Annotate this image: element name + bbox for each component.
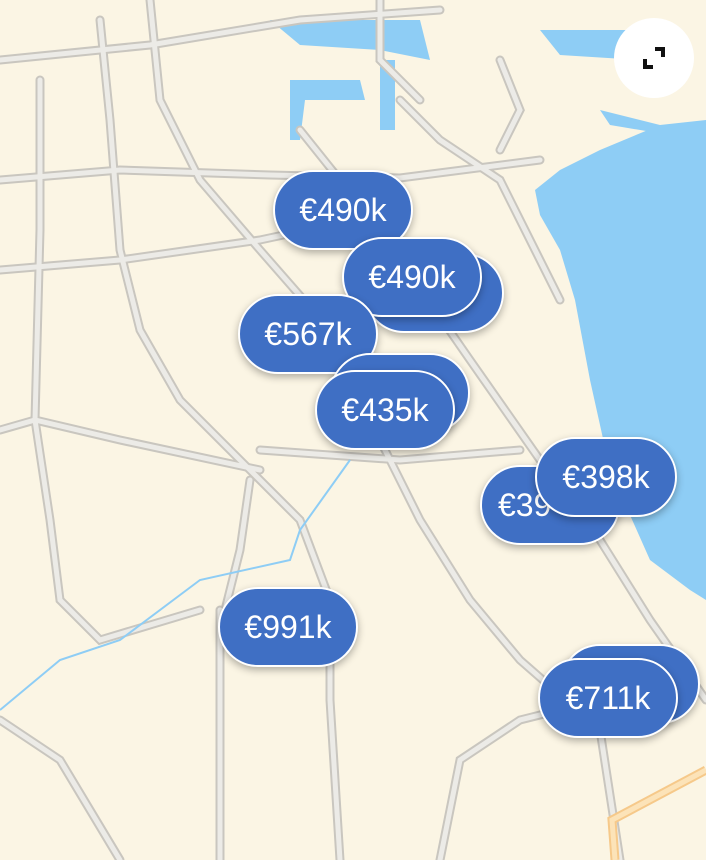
price-pin[interactable]: €490k: [273, 170, 413, 250]
expand-map-button[interactable]: [614, 18, 694, 98]
price-pin[interactable]: €398k: [535, 437, 677, 517]
price-pin[interactable]: €991k: [218, 587, 358, 667]
price-pin[interactable]: €490k: [342, 237, 482, 317]
expand-icon: [643, 47, 665, 69]
price-pin[interactable]: €435k: [315, 370, 455, 450]
price-pin[interactable]: €711k: [538, 658, 678, 738]
boundary-line: [0, 459, 351, 711]
